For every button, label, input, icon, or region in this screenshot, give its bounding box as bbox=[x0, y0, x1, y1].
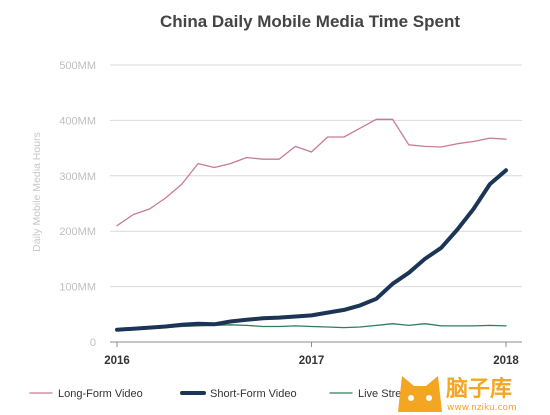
legend: Long-Form Video Short-Form Video Live Stre… bbox=[29, 388, 431, 400]
y-tick-labels: 0 100MM 200MM 300MM 400MM 500MM bbox=[59, 60, 96, 349]
series-line-long-form-video bbox=[116, 118, 507, 227]
cat-face-icon bbox=[398, 376, 442, 412]
watermark-text: 脑子库 bbox=[446, 376, 512, 402]
x-tick-labels: 2016 2017 2018 bbox=[104, 342, 519, 367]
chart-title: China Daily Mobile Media Time Spent bbox=[160, 12, 460, 31]
y-tick-label: 300MM bbox=[59, 171, 96, 183]
series-line-short-form-video bbox=[115, 168, 508, 332]
x-tick-label: 2017 bbox=[299, 355, 325, 367]
legend-label: Long-Form Video bbox=[58, 388, 143, 400]
y-tick-label: 200MM bbox=[59, 226, 96, 238]
x-tick-label: 2016 bbox=[104, 355, 130, 367]
y-tick-label: 0 bbox=[90, 337, 96, 349]
y-tick-label: 500MM bbox=[59, 60, 96, 72]
series-lines bbox=[115, 118, 508, 332]
x-tick-label: 2018 bbox=[493, 355, 519, 367]
y-tick-label: 100MM bbox=[59, 282, 96, 294]
legend-label: Short-Form Video bbox=[210, 388, 297, 400]
watermark-url: www.nziku.com bbox=[447, 403, 517, 413]
y-tick-label: 400MM bbox=[59, 115, 96, 127]
y-axis-label: Daily Mobile Media Hours bbox=[31, 132, 43, 252]
gridlines bbox=[110, 64, 522, 288]
watermark: 脑子库 www.nziku.com bbox=[398, 376, 517, 413]
